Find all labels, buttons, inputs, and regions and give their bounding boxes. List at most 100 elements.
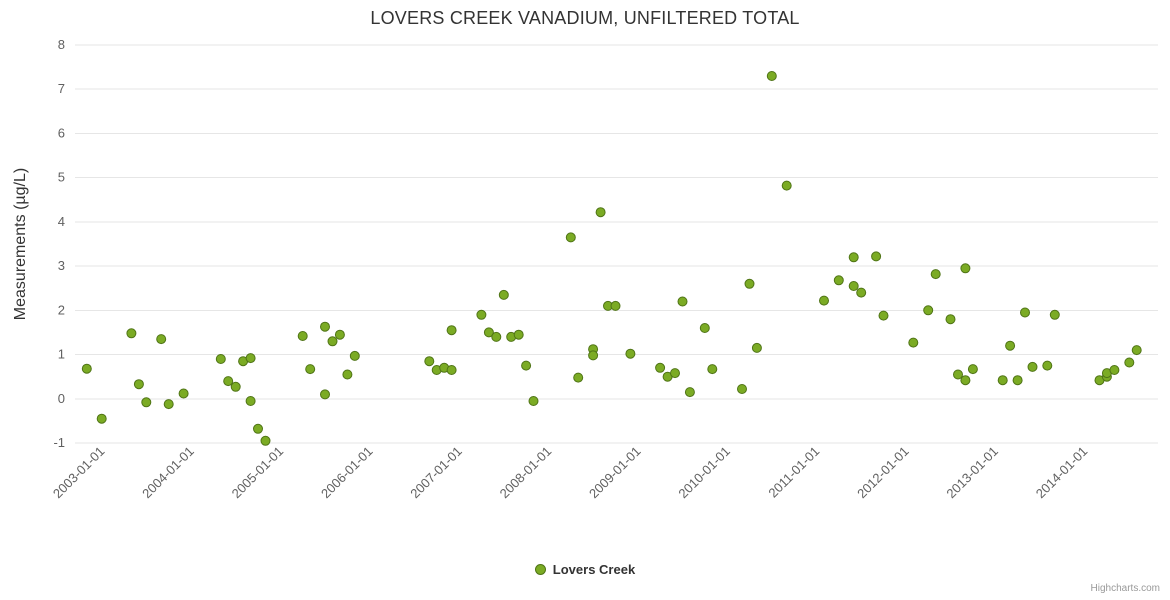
data-point[interactable] [141, 397, 152, 408]
data-point[interactable] [930, 269, 941, 280]
x-tick-label: 2012-01-01 [854, 444, 912, 502]
data-point[interactable] [513, 329, 524, 340]
y-tick-label: 6 [58, 125, 65, 140]
data-point[interactable] [245, 353, 256, 364]
data-point[interactable] [223, 376, 234, 387]
data-point[interactable] [871, 251, 882, 262]
y-tick-label: 0 [58, 391, 65, 406]
y-tick-label: -1 [53, 435, 65, 450]
data-point[interactable] [1049, 309, 1060, 320]
data-point[interactable] [856, 287, 867, 298]
x-tick-label: 2008-01-01 [497, 444, 555, 502]
data-point[interactable] [1042, 360, 1053, 371]
data-point[interactable] [96, 413, 107, 424]
data-point[interactable] [260, 435, 271, 446]
data-point[interactable] [819, 295, 829, 306]
data-point[interactable] [923, 305, 934, 316]
data-point[interactable] [848, 281, 859, 291]
legend-label: Lovers Creek [552, 562, 636, 577]
data-point[interactable] [334, 329, 345, 340]
x-tick-label: 2014-01-01 [1033, 444, 1091, 502]
data-point[interactable] [1124, 357, 1135, 368]
data-point[interactable] [1027, 361, 1038, 372]
data-point[interactable] [595, 207, 606, 218]
data-point[interactable] [744, 278, 755, 289]
data-point[interactable] [320, 321, 330, 332]
data-point[interactable] [498, 289, 509, 300]
data-point[interactable] [781, 180, 792, 191]
data-point[interactable] [677, 296, 688, 307]
data-point[interactable] [833, 275, 844, 286]
y-tick-label: 5 [58, 170, 65, 185]
y-tick-label: 4 [58, 214, 65, 229]
data-point[interactable] [1020, 307, 1030, 318]
data-point[interactable] [848, 252, 859, 263]
data-point[interactable] [878, 310, 889, 321]
data-point[interactable] [573, 372, 584, 383]
legend-marker-icon [534, 564, 546, 575]
data-point[interactable] [737, 384, 747, 394]
data-point[interactable] [997, 375, 1008, 386]
data-point[interactable] [684, 387, 695, 398]
legend-item-lovers-creek[interactable]: Lovers Creek [0, 562, 1170, 577]
data-point[interactable] [178, 388, 189, 399]
data-point[interactable] [953, 369, 963, 380]
x-tick-label: 2010-01-01 [675, 444, 733, 502]
data-point[interactable] [1012, 375, 1023, 386]
data-point[interactable] [126, 328, 137, 339]
data-point[interactable] [908, 337, 919, 348]
data-point[interactable] [610, 300, 621, 311]
data-point[interactable] [1109, 365, 1120, 375]
data-point[interactable] [766, 71, 777, 81]
data-point[interactable] [81, 363, 92, 374]
x-tick-label: 2006-01-01 [318, 444, 376, 502]
data-point[interactable] [163, 399, 174, 410]
data-point[interactable] [230, 381, 241, 392]
data-point[interactable] [588, 350, 599, 361]
data-point[interactable] [483, 327, 494, 338]
data-point[interactable] [1131, 345, 1142, 356]
x-tick-label: 2003-01-01 [50, 444, 108, 502]
data-point[interactable] [751, 342, 762, 353]
data-point[interactable] [960, 375, 971, 386]
x-tick-label: 2007-01-01 [407, 444, 465, 502]
highcharts-credits-link[interactable]: Highcharts.com [1090, 583, 1160, 594]
data-point[interactable] [253, 423, 263, 434]
data-point[interactable] [707, 364, 718, 375]
data-point[interactable] [305, 364, 316, 375]
data-point[interactable] [327, 336, 338, 347]
data-point[interactable] [1005, 340, 1016, 351]
data-point[interactable] [670, 368, 680, 379]
x-tick-label: 2009-01-01 [586, 444, 644, 502]
y-tick-label: 8 [58, 37, 65, 52]
x-tick-label: 2005-01-01 [229, 444, 287, 502]
data-point[interactable] [967, 364, 978, 375]
data-point[interactable] [245, 396, 256, 406]
x-tick-label: 2013-01-01 [943, 444, 1001, 502]
data-point[interactable] [528, 396, 539, 406]
data-point[interactable] [945, 314, 956, 325]
x-tick-label: 2011-01-01 [765, 444, 822, 501]
data-point[interactable] [655, 362, 666, 373]
data-point[interactable] [133, 379, 144, 390]
data-point[interactable] [699, 323, 710, 333]
data-point[interactable] [320, 389, 330, 400]
data-point[interactable] [446, 365, 457, 375]
data-point[interactable] [491, 331, 502, 342]
data-point[interactable] [625, 348, 636, 359]
data-point[interactable] [297, 331, 308, 341]
data-point[interactable] [424, 356, 435, 367]
y-tick-label: 7 [58, 81, 65, 96]
data-point[interactable] [960, 263, 971, 274]
data-point[interactable] [476, 309, 487, 320]
data-point[interactable] [215, 354, 226, 364]
data-point[interactable] [565, 232, 576, 243]
data-point[interactable] [446, 325, 457, 336]
data-point[interactable] [521, 360, 532, 371]
data-point[interactable] [349, 350, 360, 361]
data-point[interactable] [342, 369, 353, 380]
data-point[interactable] [156, 334, 167, 345]
x-tick-label: 2004-01-01 [139, 444, 197, 502]
